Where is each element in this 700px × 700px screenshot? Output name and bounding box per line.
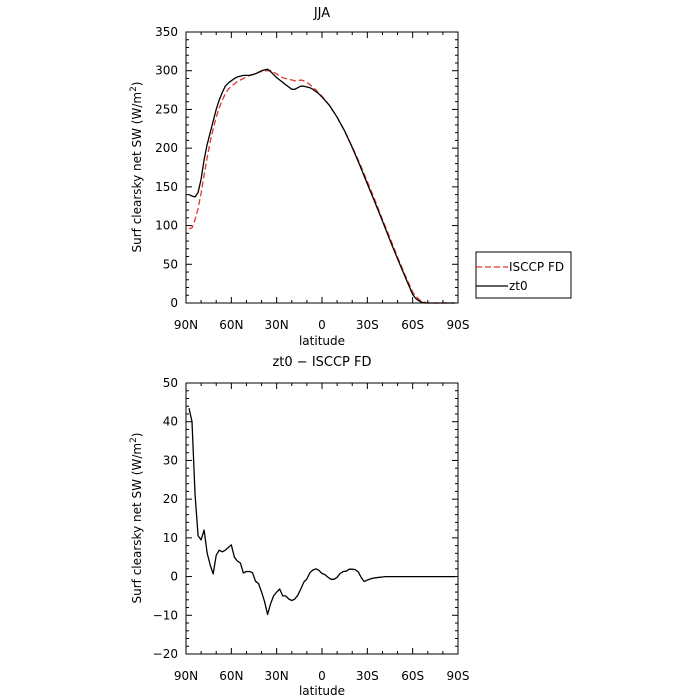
- bottom-y-tick-label: 0: [170, 570, 178, 584]
- top-chart-title: JJA: [313, 6, 330, 21]
- bottom-panel: zt0 − ISCCP FD 90N 60N 30N 0 30S 60S 90S −20 −10…: [129, 355, 469, 698]
- bottom-y-axis-label-end: ): [130, 433, 144, 438]
- top-x-tick-label: 0: [318, 318, 326, 332]
- top-plot-frame: [185, 31, 459, 304]
- bottom-x-tick-label: 60S: [401, 669, 424, 683]
- bottom-x-axis-label: latitude: [299, 684, 345, 698]
- bottom-x-tick-label: 90S: [447, 669, 470, 683]
- top-x-axis-label: latitude: [299, 334, 345, 348]
- bottom-y-axis-label-sup: 2: [129, 437, 139, 443]
- top-y-tick-label: 100: [155, 219, 178, 233]
- bottom-tick-layer: 90N 60N 30N 0 30S 60S 90S −20 −10 0 10 20 30 40 50: [153, 376, 470, 683]
- top-y-tick-label: 50: [163, 257, 178, 271]
- top-y-tick-label: 350: [155, 25, 178, 39]
- top-y-tick-label: 250: [155, 102, 178, 116]
- top-x-tick-label: 90S: [447, 318, 470, 332]
- bottom-series-line-zt0-isccp-fd: [188, 408, 455, 616]
- bottom-y-tick-label: 10: [163, 531, 178, 545]
- bottom-chart-title: zt0 − ISCCP FD: [272, 355, 371, 370]
- bottom-y-tick-label: 20: [163, 492, 178, 506]
- bottom-plot-frame: [185, 382, 459, 655]
- legend-box: [475, 251, 572, 299]
- bottom-x-tick-label: 0: [318, 669, 326, 683]
- bottom-y-tick-label: −10: [153, 608, 178, 622]
- top-x-tick-label: 30N: [265, 318, 289, 332]
- top-y-axis-label-end: ): [130, 82, 144, 87]
- bottom-x-tick-label: 60N: [219, 669, 243, 683]
- bottom-x-tick-label: 30S: [356, 669, 379, 683]
- top-series-line-zt0: [188, 68, 455, 304]
- top-x-tick-label: 30S: [356, 318, 379, 332]
- legend-label-isccp: ISCCP FD: [509, 260, 564, 274]
- top-series-layer: [188, 68, 455, 304]
- legend: ISCCP FD zt0: [475, 251, 572, 299]
- top-x-tick-label: 60N: [219, 318, 243, 332]
- top-x-tick-label: 60S: [401, 318, 424, 332]
- bottom-y-tick-label: 40: [163, 415, 178, 429]
- top-y-tick-label: 300: [155, 64, 178, 78]
- top-y-axis-label-sup: 2: [129, 86, 139, 92]
- top-panel: JJA 90N 60N 30N 0 30S 60S 90S 0 50 100 150 200 250 30…: [129, 6, 572, 348]
- legend-label-zt0: zt0: [509, 279, 528, 293]
- top-y-tick-label: 0: [170, 296, 178, 310]
- bottom-series-layer: [188, 408, 455, 616]
- bottom-x-tick-label: 30N: [265, 669, 289, 683]
- bottom-y-axis-label-main: Surf clearsky net SW (W/m: [130, 443, 144, 604]
- top-x-tick-label: 90N: [174, 318, 198, 332]
- top-y-axis-label-main: Surf clearsky net SW (W/m: [130, 92, 144, 253]
- top-y-tick-label: 150: [155, 180, 178, 194]
- top-tick-layer: 90N 60N 30N 0 30S 60S 90S 0 50 100 150 200 250 300 350: [155, 25, 469, 332]
- top-series-line-isccp-fd: [188, 70, 455, 304]
- bottom-y-tick-label: −20: [153, 647, 178, 661]
- top-y-tick-label: 200: [155, 141, 178, 155]
- bottom-y-tick-label: 30: [163, 453, 178, 467]
- bottom-x-tick-label: 90N: [174, 669, 198, 683]
- bottom-y-tick-label: 50: [163, 376, 178, 390]
- bottom-y-axis-label: Surf clearsky net SW (W/m2): [129, 433, 144, 604]
- top-y-axis-label: Surf clearsky net SW (W/m2): [129, 82, 144, 253]
